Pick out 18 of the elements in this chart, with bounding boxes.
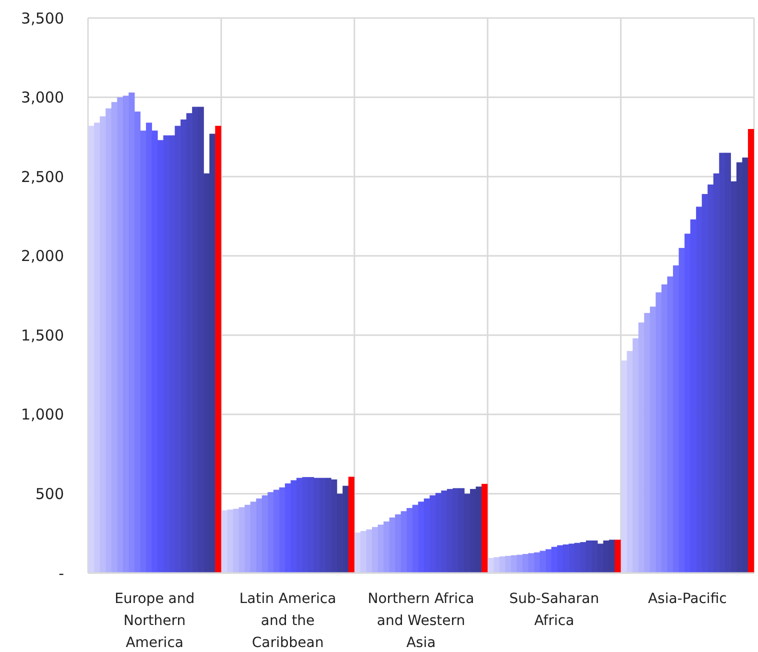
x-tick-label: Asia-Pacific [648, 591, 727, 607]
y-tick-label: 2,000 [21, 247, 64, 266]
x-tick-label: Northern Africa and Western Asia [368, 591, 474, 651]
y-tick-label: 1,000 [21, 406, 64, 424]
y-tick-label: 3,500 [21, 9, 64, 28]
y-tick-label: 3,000 [21, 88, 64, 107]
x-tick-label: Latin America and the Caribbean [239, 591, 336, 651]
x-tick-label: Europe and Northern America [114, 591, 195, 651]
bar [348, 476, 354, 573]
bar [748, 129, 754, 573]
bar [215, 126, 222, 573]
y-tick-label: 2,500 [21, 168, 64, 186]
bar [614, 540, 621, 573]
y-tick-label: 500 [35, 484, 64, 503]
bar [482, 484, 488, 573]
y-tick-label: - [58, 564, 64, 582]
y-tick-label: 1,500 [21, 326, 64, 344]
x-tick-label: Sub-Saharan Africa [509, 591, 600, 629]
